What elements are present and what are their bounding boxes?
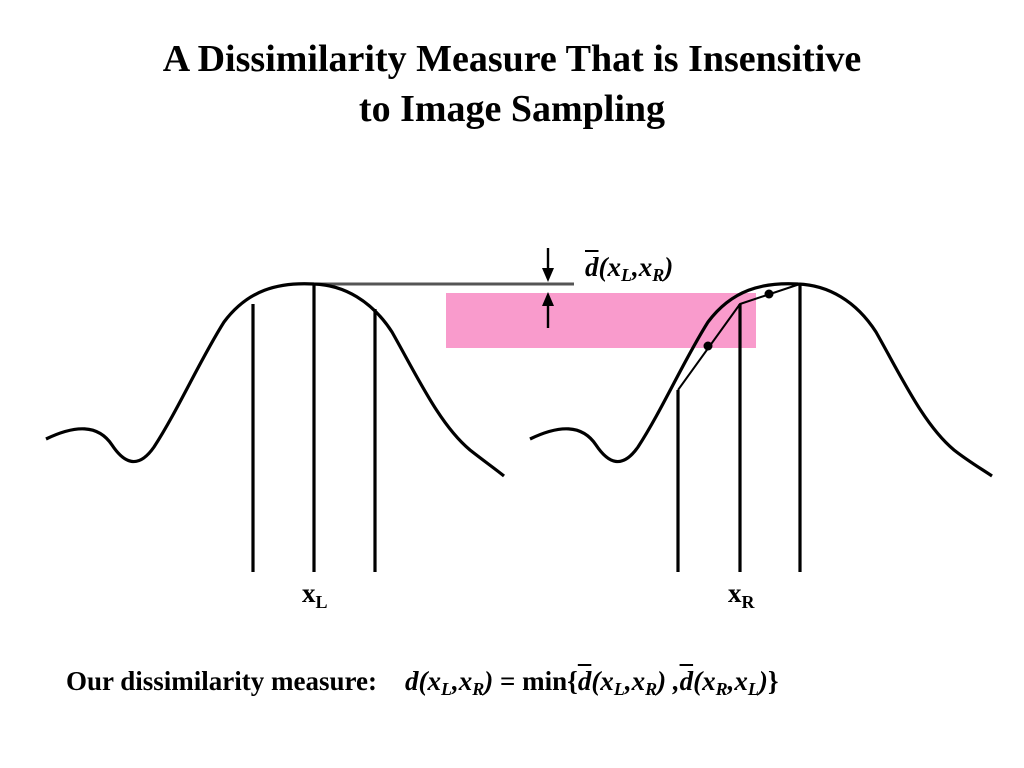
interpolation-chords: [677, 283, 801, 391]
dissimilarity-formula: Our dissimilarity measure: d(xL,xR) = min…: [66, 666, 779, 699]
interpolated-point-2: [764, 289, 774, 299]
right-intensity-curve: [529, 282, 993, 478]
dbar-symbol: d: [585, 252, 599, 282]
slide-title: A Dissimilarity Measure That is Insensit…: [0, 34, 1024, 134]
title-line-1: A Dissimilarity Measure That is Insensit…: [162, 38, 862, 80]
right-position-label: xR: [728, 578, 755, 612]
formula-caption: Our dissimilarity measure:: [66, 666, 377, 696]
left-intensity-curve: [45, 282, 505, 478]
title-line-2: to Image Sampling: [358, 88, 666, 130]
arrow-down-icon: [542, 248, 554, 282]
dissimilarity-band: [446, 293, 756, 348]
arrow-up-icon: [542, 292, 554, 328]
interpolated-point-1: [703, 341, 713, 351]
left-position-label: xL: [302, 578, 328, 612]
dbar-label: d(xL,xR): [585, 252, 674, 285]
